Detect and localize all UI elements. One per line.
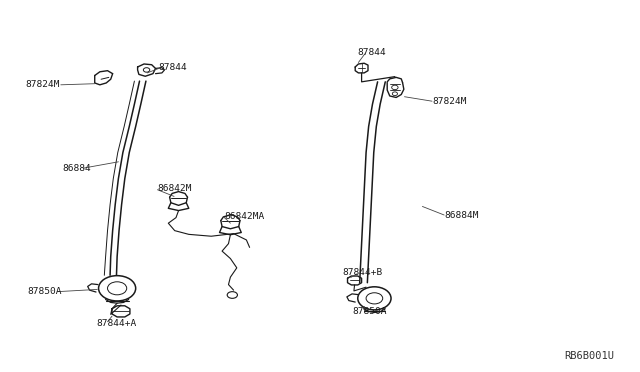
Text: 87850A: 87850A (352, 307, 387, 316)
Text: 87850A: 87850A (28, 287, 62, 296)
Text: 87844: 87844 (159, 63, 188, 72)
Text: 86842M: 86842M (157, 185, 192, 193)
Text: 87844: 87844 (357, 48, 386, 57)
Text: 86884: 86884 (62, 164, 91, 173)
Text: 86842MA: 86842MA (224, 212, 264, 221)
Text: 87844+B: 87844+B (342, 268, 383, 277)
Text: 87824M: 87824M (26, 80, 60, 89)
Text: RB6B001U: RB6B001U (564, 352, 614, 361)
Text: 86884M: 86884M (445, 211, 479, 219)
Text: 87844+A: 87844+A (96, 319, 136, 328)
Text: 87824M: 87824M (433, 97, 467, 106)
